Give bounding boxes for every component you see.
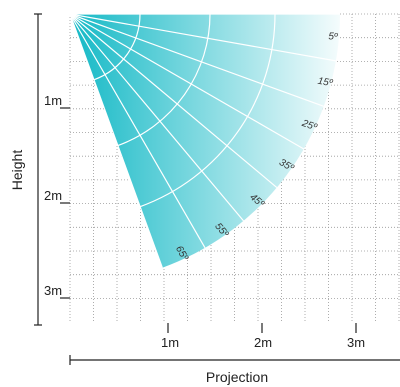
height-tick-3m: 3m xyxy=(44,283,62,298)
fan-grid xyxy=(69,13,340,268)
projection-tick-3m: 3m xyxy=(347,335,365,350)
fan-ray-1 xyxy=(69,13,337,62)
fan-ray-4 xyxy=(69,13,278,189)
angle-label-0: 5º xyxy=(328,32,339,43)
projection-tick-1m: 1m xyxy=(161,335,179,350)
fan-ray-2 xyxy=(69,13,324,107)
projection-axis: 1m 2m 3m Projection xyxy=(69,323,400,385)
fan-arc-2 xyxy=(139,13,276,208)
height-tick-1m: 1m xyxy=(44,93,62,108)
fan-ray-5 xyxy=(69,13,245,222)
fan-ray-7 xyxy=(69,13,163,268)
height-axis: Height 1m 2m 3m xyxy=(9,13,70,326)
angle-label-2: 25º xyxy=(299,118,319,134)
height-axis-title: Height xyxy=(9,150,25,191)
projection-axis-title: Projection xyxy=(206,369,268,385)
projection-tick-2m: 2m xyxy=(254,335,272,350)
height-tick-2m: 2m xyxy=(44,188,62,203)
beam-fan xyxy=(70,14,340,268)
fan-ray-3 xyxy=(69,13,305,150)
fan-arc-0 xyxy=(93,13,141,81)
fan-arc-1 xyxy=(117,13,211,147)
angle-label-1: 15º xyxy=(317,76,335,90)
fan-ray-6 xyxy=(69,13,206,249)
